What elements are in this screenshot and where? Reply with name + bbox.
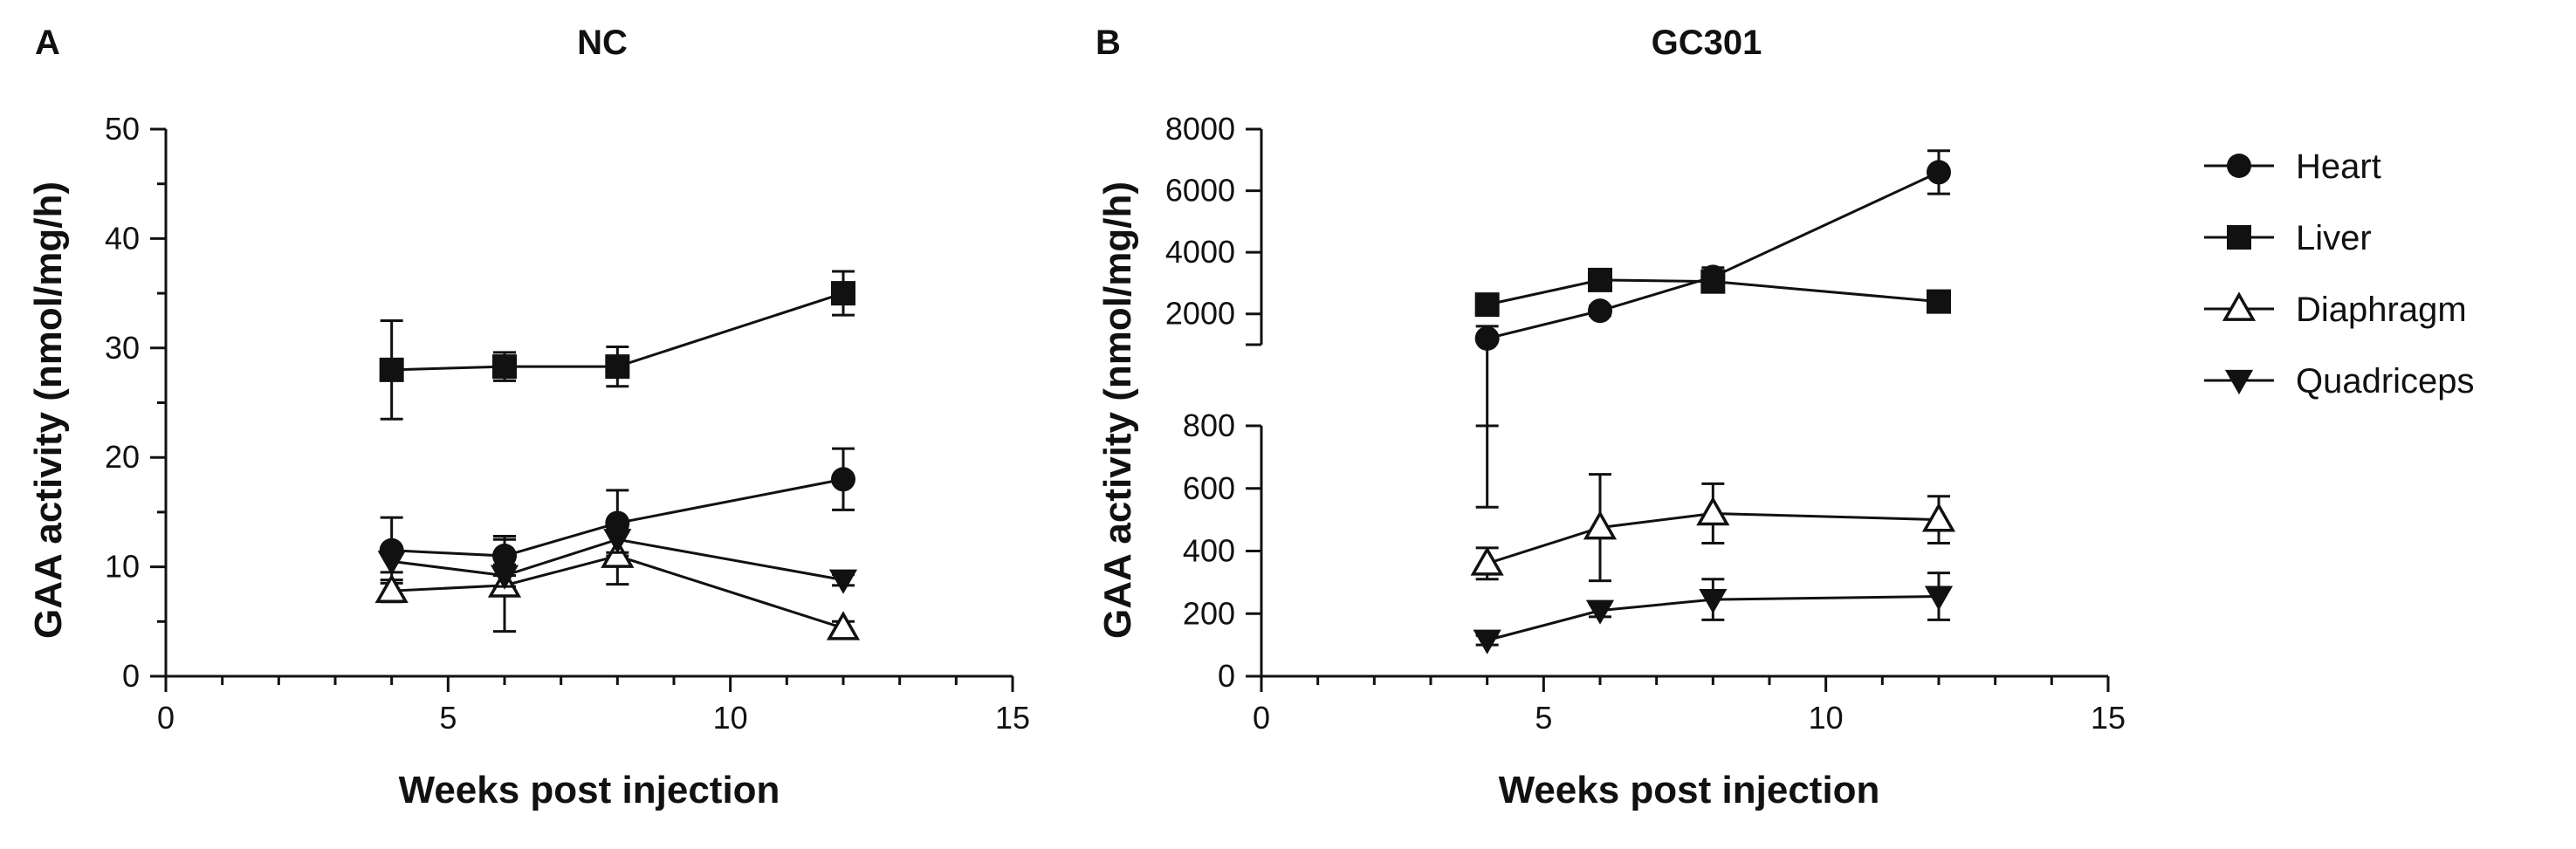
panel-a-point-quadriceps	[490, 565, 519, 590]
panel-a-line-liver	[391, 291, 844, 372]
panel-b-point-quadriceps	[1585, 599, 1615, 625]
panel-b-x-tick-label: 15	[2091, 700, 2126, 736]
panel-b-series-diaphragm	[1470, 473, 1956, 583]
legend-label: Diaphragm	[2296, 291, 2467, 329]
legend-label: Heart	[2296, 147, 2381, 186]
panel-a-y-tick-label: 10	[105, 549, 140, 585]
legend-label: Liver	[2296, 219, 2372, 257]
panel-a: A NC Weeks post injection GAA activity (…	[27, 24, 1030, 811]
panel-b-y-tick-label-upper: 8000	[1165, 111, 1235, 147]
panel-b-title: GC301	[1652, 24, 1762, 62]
panel-b-point-diaphragm	[1921, 502, 1956, 532]
panel-b-point-diaphragm	[1470, 546, 1504, 576]
panel-a-x-tick-label: 0	[157, 700, 175, 736]
panel-b-y-tick-label-lower: 200	[1183, 595, 1235, 631]
panel-a-point-diaphragm	[601, 538, 635, 568]
panel-a-line-diaphragm	[391, 554, 844, 630]
panel-a-y-tick-label: 0	[122, 658, 140, 694]
panel-b-x-tick-label: 10	[1809, 700, 1844, 736]
panel-a-point-liver	[831, 281, 855, 306]
panel-b-point-diaphragm	[1583, 510, 1618, 540]
panel-a-x-tick-label: 10	[713, 700, 748, 736]
legend-marker-heart	[2227, 154, 2251, 178]
panel-a-point-quadriceps	[603, 529, 632, 554]
panel-a-x-tick-label: 5	[439, 700, 457, 736]
panel-b-point-liver	[1700, 269, 1726, 294]
panel-a-y-tick-label: 40	[105, 220, 140, 256]
legend-marker-liver	[2227, 225, 2251, 250]
panel-b-line-quadriceps	[1487, 595, 1940, 642]
panel-b-point-heart	[1474, 325, 1500, 351]
panel-a-point-heart	[831, 467, 855, 492]
legend-item-heart: Heart	[2204, 147, 2381, 186]
panel-b-point-quadriceps	[1924, 585, 1954, 611]
panel-b-letter: B	[1096, 24, 1121, 62]
panel-b-x-tick-label: 5	[1535, 700, 1552, 736]
legend-label: Quadriceps	[2296, 362, 2475, 401]
panel-a-series-liver	[379, 270, 855, 421]
panel-b-series-liver	[1474, 267, 1951, 318]
panel-a-y-tick-label: 30	[105, 330, 140, 366]
panel-b-y-tick-label-upper: 2000	[1165, 296, 1235, 332]
panel-b-y-tick-label-lower: 800	[1183, 407, 1235, 443]
panel-a-xlabel: Weeks post injection	[399, 769, 780, 811]
panel-a-point-liver	[379, 357, 404, 382]
legend-marker-diaphragm	[2222, 291, 2257, 321]
panel-b-ylabel: GAA activity (nmol/mg/h)	[1096, 181, 1139, 639]
panel-a-point-liver	[605, 354, 630, 380]
panel-a-letter: A	[35, 24, 60, 62]
panel-b-point-heart	[1588, 298, 1612, 324]
panel-a-axes: 0 10 20 30 40 50 0 5 10 15	[105, 111, 1030, 736]
legend-marker-quadriceps	[2224, 369, 2254, 395]
panel-a-point-diaphragm	[826, 611, 861, 640]
panel-b-extra-errorbar	[1475, 426, 1499, 509]
panel-a-series-quadriceps	[377, 524, 858, 594]
panel-b-point-diaphragm	[1696, 496, 1730, 526]
legend-item-diaphragm: Diaphragm	[2204, 291, 2467, 329]
panel-b-plot	[1470, 149, 1956, 654]
panel-b-point-liver	[1927, 289, 1951, 314]
panel-b-y-tick-label-upper: 4000	[1165, 234, 1235, 270]
panel-a-point-diaphragm	[374, 573, 409, 604]
panel-a-x-tick-label: 15	[995, 700, 1030, 736]
panel-a-ylabel: GAA activity (nmol/mg/h)	[27, 181, 70, 639]
panel-b-xlabel: Weeks post injection	[1499, 769, 1880, 811]
panel-b-line-heart	[1487, 171, 1940, 340]
panel-b-series-quadriceps	[1473, 572, 1954, 654]
panel-b-line-diaphragm	[1487, 511, 1940, 565]
panel-a-line-heart	[391, 477, 844, 558]
panel-b-line-liver	[1487, 278, 1940, 306]
panel-a-point-quadriceps	[828, 569, 858, 594]
panel-b-point-quadriceps	[1473, 629, 1501, 654]
panel-a-title: NC	[577, 24, 628, 62]
panel-a-y-tick-label: 50	[105, 111, 140, 147]
panel-b-point-heart	[1927, 160, 1951, 185]
panel-a-line-quadriceps	[391, 537, 844, 582]
panel-b-y-tick-label-lower: 600	[1183, 470, 1235, 506]
panel-a-plot	[374, 270, 861, 640]
panel-a-y-tick-label: 20	[105, 439, 140, 475]
panel-a-point-quadriceps	[377, 551, 406, 576]
legend: Heart Liver Diaphragm Quadriceps	[2204, 147, 2475, 401]
panel-b-y-tick-label-upper: 6000	[1165, 173, 1235, 209]
panel-b-point-liver	[1474, 292, 1500, 318]
panel-b-y-tick-label-lower: 0	[1218, 658, 1235, 694]
panel-a-point-liver	[492, 354, 517, 380]
legend-item-quadriceps: Quadriceps	[2204, 362, 2475, 401]
panel-b: B GC301 Weeks post injection GAA activit…	[1096, 24, 2126, 811]
panel-b-y-tick-label-lower: 400	[1183, 533, 1235, 569]
legend-item-liver: Liver	[2204, 219, 2372, 257]
panel-b-x-tick-label: 0	[1253, 700, 1270, 736]
panel-b-point-quadriceps	[1699, 589, 1728, 614]
panel-b-point-liver	[1588, 267, 1612, 292]
